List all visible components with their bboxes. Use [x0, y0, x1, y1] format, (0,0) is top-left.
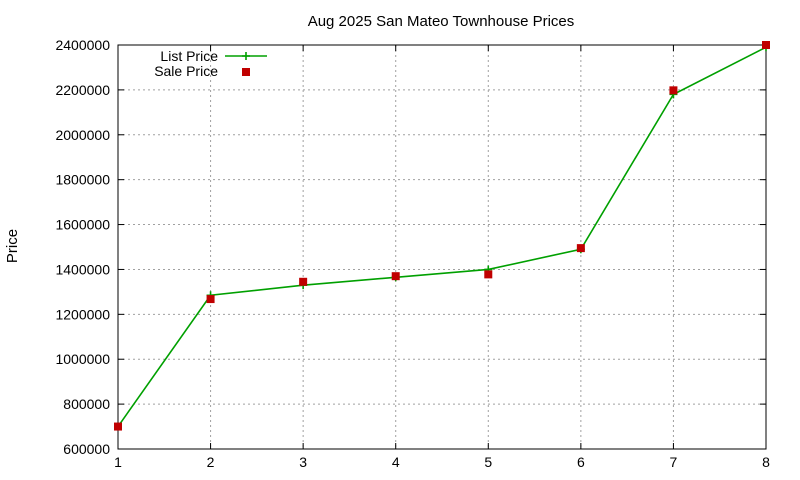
y-tick-label: 1200000 — [55, 306, 110, 322]
legend-sale-price-marker — [242, 68, 250, 76]
legend-list-price-label: List Price — [160, 48, 218, 64]
sale-price-point — [206, 295, 215, 304]
sale-price-point — [391, 272, 400, 281]
x-tick-label: 5 — [484, 454, 492, 470]
y-tick-label: 2400000 — [55, 37, 110, 53]
data-series — [114, 41, 770, 431]
x-tick-label: 1 — [114, 454, 122, 470]
legend-sale-price-label: Sale Price — [154, 63, 218, 79]
y-tick-label: 1400000 — [55, 261, 110, 277]
sale-price-point — [576, 244, 585, 253]
y-tick-label: 1000000 — [55, 351, 110, 367]
y-tick-label: 1600000 — [55, 217, 110, 233]
chart-title: Aug 2025 San Mateo Townhouse Prices — [308, 13, 575, 30]
y-tick-label: 800000 — [63, 396, 110, 412]
x-tick-label: 2 — [207, 454, 215, 470]
y-tick-label: 2200000 — [55, 82, 110, 98]
sale-price-point — [669, 86, 678, 95]
axis-ticks: 1 2 3 4 5 6 7 8 600000 800000 1000000 1200000 140000… — [55, 37, 770, 470]
x-tick-label: 6 — [577, 454, 585, 470]
y-tick-label: 1800000 — [55, 172, 110, 188]
sale-price-point — [299, 277, 308, 286]
x-tick-label: 3 — [299, 454, 307, 470]
legend-list-price-marker — [242, 52, 250, 60]
list-price-line — [117, 46, 767, 428]
sale-price-point — [484, 270, 493, 279]
sale-price-point — [762, 41, 770, 49]
x-tick-label: 7 — [670, 454, 678, 470]
y-tick-label: 600000 — [63, 441, 110, 457]
y-tick-label: 2000000 — [55, 127, 110, 143]
x-tick-label: 8 — [762, 454, 770, 470]
y-axis-label: Price — [4, 229, 21, 263]
x-tick-label: 4 — [392, 454, 400, 470]
plot-frame — [117, 44, 767, 450]
sale-price-point — [114, 422, 122, 431]
grid-lines — [118, 45, 766, 449]
